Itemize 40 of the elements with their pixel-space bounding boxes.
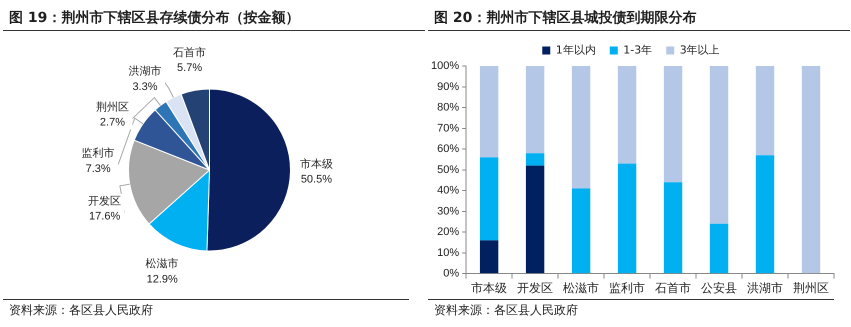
slice-label: 荆州区	[96, 100, 129, 114]
legend-label: 1年以内	[556, 43, 596, 56]
x-tick-label: 洪湖市	[747, 280, 784, 295]
y-tick-label: 40%	[437, 184, 460, 197]
slice-label: 松滋市	[146, 257, 179, 270]
data-label: 3.3%	[132, 80, 158, 93]
data-label: 17.6%	[89, 210, 120, 223]
slice-label: 监利市	[82, 146, 115, 160]
data-label: 7.3%	[86, 162, 111, 175]
x-tick-label: 松滋市	[563, 280, 600, 295]
x-tick-label: 公安县	[701, 280, 738, 295]
text: 资料来源：各区县人民政府	[428, 299, 834, 319]
slice-label: 开发区	[88, 194, 122, 208]
y-tick-label: 100%	[430, 60, 460, 72]
y-tick-label: 90%	[437, 80, 460, 93]
x-tick-label: 市本级	[471, 280, 508, 295]
slice-label: 市本级	[300, 158, 333, 171]
data-label: 5.7%	[177, 62, 202, 74]
y-tick-label: 30%	[437, 205, 460, 218]
x-tick-label: 开发区	[517, 280, 554, 295]
y-tick-label: 10%	[437, 246, 460, 259]
data-label: 50.5%	[300, 174, 332, 186]
chart-title: 图 20：荆州市下辖区县城投债到期限分布	[428, 8, 850, 31]
data-label: 2.7%	[100, 116, 126, 129]
y-tick-label: 20%	[437, 226, 460, 238]
legend-label: 1-3年	[623, 43, 652, 56]
x-tick-label: 监利市	[609, 280, 646, 295]
y-tick-label: 50%	[437, 164, 460, 176]
x-tick-label: 石首市	[655, 280, 692, 295]
y-tick-label: 70%	[437, 122, 460, 134]
slice-label: 洪湖市	[128, 64, 162, 78]
y-tick-label: 0%	[443, 268, 460, 280]
chart-title: 图 19：荆州市下辖区县存续债分布（按金额）	[3, 8, 425, 31]
legend-label: 3年以上	[680, 43, 720, 56]
slice-label: 石首市	[173, 46, 206, 59]
x-tick-label: 荆州区	[793, 280, 830, 295]
y-tick-label: 60%	[437, 143, 460, 156]
data-label: 12.9%	[146, 273, 178, 286]
text: 资料来源：各区县人民政府	[3, 299, 409, 319]
y-tick-label: 80%	[437, 102, 460, 114]
